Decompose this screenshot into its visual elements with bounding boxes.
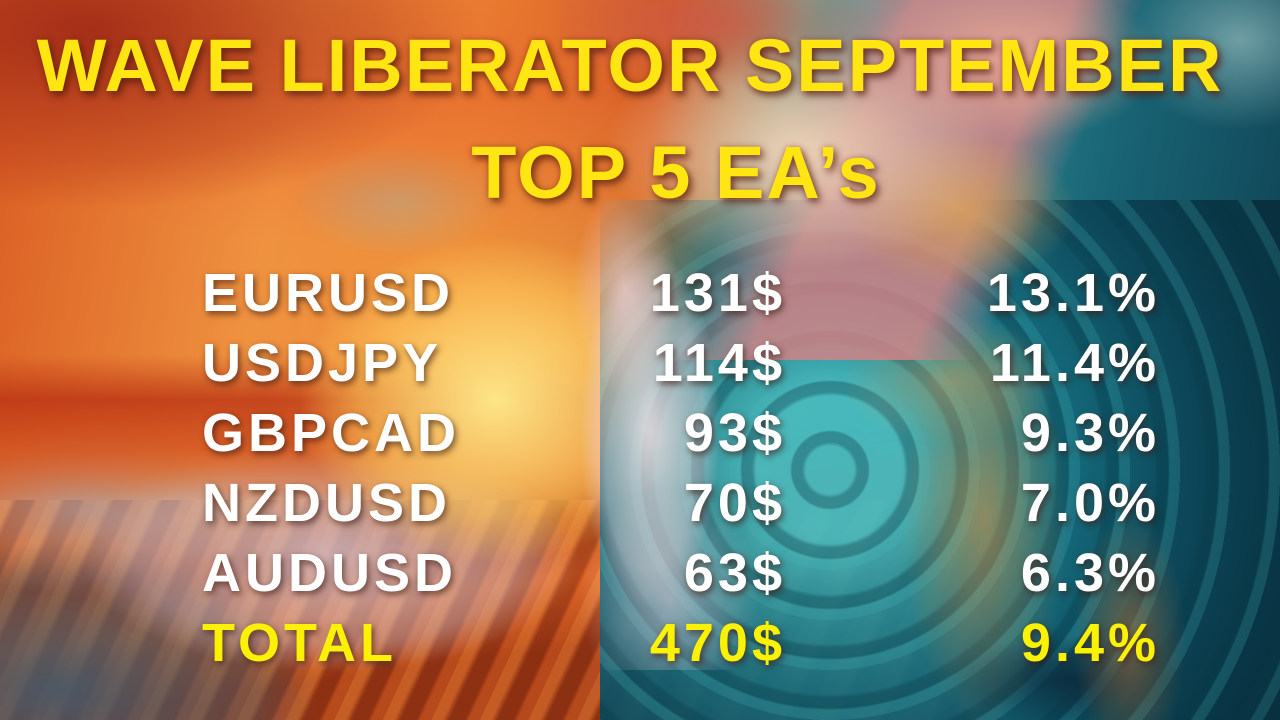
slide-title: WAVE LIBERATOR SEPTEMBER: [36, 24, 1224, 107]
amount-value: 63$: [683, 543, 786, 603]
percent-value: 13.1%: [986, 263, 1160, 323]
table-row: AUDUSD 63$ 6.3%: [202, 538, 1160, 608]
amount-value: 114$: [652, 333, 786, 393]
amount-value: 131$: [649, 263, 786, 323]
total-percent-value: 9.4%: [1020, 613, 1160, 673]
pair-label: AUDUSD: [202, 543, 458, 603]
table-total-row: TOTAL 470$ 9.4%: [202, 608, 1160, 678]
percent-value: 11.4%: [989, 333, 1160, 393]
pair-label: GBPCAD: [202, 403, 461, 463]
wave-spray: [540, 200, 760, 670]
percent-value: 7.0%: [1020, 473, 1160, 533]
pair-label: USDJPY: [202, 333, 443, 393]
total-amount-value: 470$: [649, 613, 786, 673]
performance-table: EURUSD 131$ 13.1% USDJPY 114$ 11.4% GBPC…: [202, 258, 1160, 678]
amount-value: 93$: [683, 403, 786, 463]
table-row: NZDUSD 70$ 7.0%: [202, 468, 1160, 538]
percent-value: 6.3%: [1020, 543, 1160, 603]
table-row: USDJPY 114$ 11.4%: [202, 328, 1160, 398]
percent-value: 9.3%: [1020, 403, 1160, 463]
table-row: EURUSD 131$ 13.1%: [202, 258, 1160, 328]
pair-label: NZDUSD: [202, 473, 451, 533]
amount-value: 70$: [683, 473, 786, 533]
pair-label: EURUSD: [202, 263, 455, 323]
total-label: TOTAL: [202, 613, 397, 673]
slide-subtitle: TOP 5 EA’s: [471, 131, 881, 214]
table-row: GBPCAD 93$ 9.3%: [202, 398, 1160, 468]
